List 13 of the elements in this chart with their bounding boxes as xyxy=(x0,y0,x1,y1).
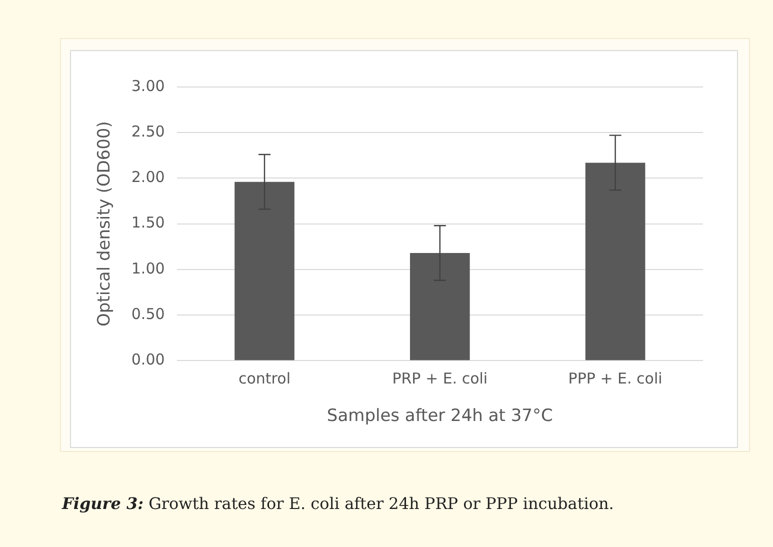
y-tick-label: 3.00 xyxy=(131,76,165,95)
y-axis-title: Optical density (OD600) xyxy=(94,121,115,326)
y-tick-label: 2.00 xyxy=(131,168,165,186)
y-tick-label: 1.00 xyxy=(131,259,165,278)
y-tick-label: 1.50 xyxy=(131,214,165,232)
y-tick-label: 2.50 xyxy=(131,122,165,140)
x-tick-label: PRP + E. coli xyxy=(392,369,488,388)
x-axis-title: Samples after 24h at 37°C xyxy=(326,406,553,426)
y-tick-label: 0.50 xyxy=(131,304,165,323)
y-tick-label: 0.00 xyxy=(131,350,165,368)
caption: Figure 3: Growth rates for E. coli after 24h PRP or PPP incubation. xyxy=(62,494,614,513)
x-tick-label: PPP + E. coli xyxy=(568,369,662,388)
x-tick-label: control xyxy=(238,369,290,388)
